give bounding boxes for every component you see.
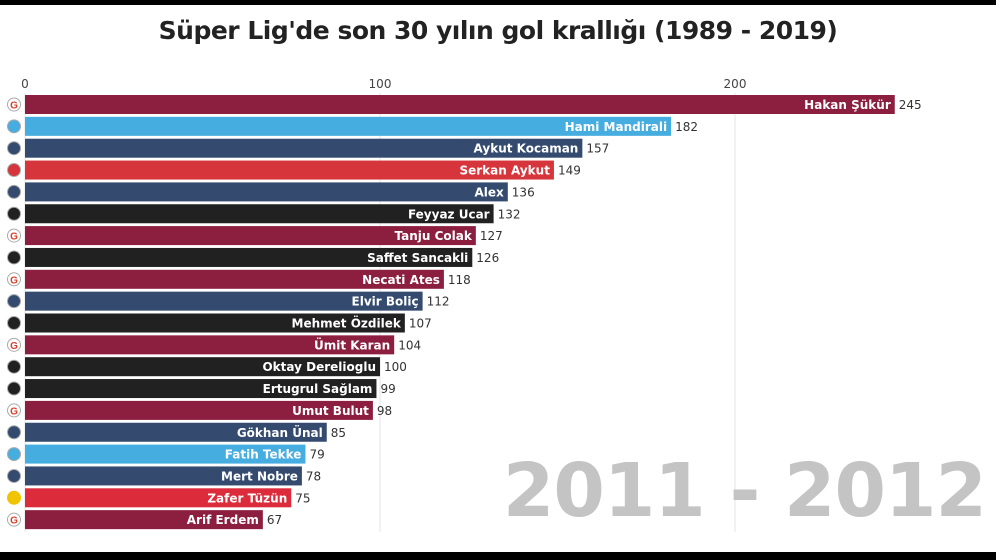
bar — [25, 138, 583, 158]
bar-value-label: 126 — [476, 251, 499, 265]
galatasaray-logo-glyph: G — [10, 516, 18, 527]
bar — [25, 379, 377, 399]
bar-name-label: Arif Erdem — [187, 513, 259, 527]
team-galatasaray-icon — [7, 97, 21, 112]
team-besiktas-icon — [7, 206, 21, 221]
bar-name-label: Hami Mandirali — [565, 120, 667, 134]
team-fenerbahce-icon — [7, 425, 21, 440]
bar-value-label: 182 — [675, 120, 698, 134]
bar — [25, 357, 380, 377]
team-fenerbahce-icon — [7, 294, 21, 309]
bar-name-label: Alex — [475, 185, 505, 199]
team-fenerbahce-icon — [7, 141, 21, 156]
bar — [25, 291, 423, 311]
bar-name-label: Zafer Tüzün — [207, 491, 287, 505]
bar-name-label: Mert Nobre — [221, 469, 298, 483]
galatasaray-logo-glyph: G — [10, 341, 18, 352]
team-eskisehirspor-icon — [7, 490, 21, 505]
team-samsunspor-icon — [7, 163, 21, 178]
bar-value-label: 78 — [306, 469, 321, 483]
bar — [25, 313, 405, 333]
bar-name-label: Hakan Şükür — [804, 98, 891, 112]
bar-value-label: 98 — [377, 404, 392, 418]
bar-name-label: Umut Bulut — [292, 404, 369, 418]
x-tick-label: 100 — [369, 77, 392, 91]
bar — [25, 466, 302, 486]
galatasaray-logo-glyph: G — [10, 101, 18, 112]
bar-name-label: Ertugrul Sağlam — [263, 382, 373, 396]
bar-value-label: 107 — [409, 317, 432, 331]
galatasaray-logo-glyph: G — [10, 275, 18, 286]
bar-name-label: Necati Ates — [362, 273, 440, 287]
team-besiktas-icon — [7, 359, 21, 374]
bar-name-label: Aykut Kocaman — [474, 142, 579, 156]
team-besiktas-icon — [7, 316, 21, 330]
galatasaray-logo-glyph: G — [10, 232, 18, 243]
bar-name-label: Fatih Tekke — [225, 448, 302, 462]
x-tick-label: 200 — [724, 77, 747, 91]
bar — [25, 116, 672, 136]
bar-value-label: 127 — [480, 229, 503, 243]
bar — [25, 335, 395, 355]
team-galatasaray-icon — [7, 512, 21, 527]
team-galatasaray-icon — [7, 228, 21, 243]
bar — [25, 182, 508, 202]
bar-value-label: 100 — [384, 360, 407, 374]
bar-name-label: Mehmet Özdilek — [292, 316, 402, 331]
bar-name-label: Serkan Aykut — [459, 164, 550, 178]
period-label: 2011 - 2012 — [502, 448, 987, 534]
team-galatasaray-icon — [7, 337, 21, 352]
bar-name-label: Saffet Sancakli — [367, 251, 468, 265]
bar-name-label: Elvir Boliç — [352, 295, 419, 309]
bar-value-label: 99 — [380, 382, 395, 396]
bar — [25, 400, 373, 420]
bar-value-label: 157 — [586, 142, 609, 156]
bar — [25, 488, 292, 508]
bar-value-label: 75 — [295, 491, 310, 505]
bar-value-label: 245 — [899, 98, 922, 112]
x-tick-label: 0 — [21, 77, 29, 91]
team-trabzonspor-icon — [7, 119, 21, 134]
bar-value-label: 104 — [398, 338, 421, 352]
bar — [25, 204, 494, 224]
bar-value-label: 67 — [267, 513, 282, 527]
team-trabzonspor-icon — [7, 447, 21, 462]
galatasaray-logo-glyph: G — [10, 406, 18, 417]
bar-value-label: 118 — [448, 273, 471, 287]
bar-name-label: Ümit Karan — [314, 337, 390, 352]
bar-name-label: Feyyaz Ucar — [408, 207, 490, 221]
team-galatasaray-icon — [7, 403, 21, 418]
team-galatasaray-icon — [7, 272, 21, 287]
bar-name-label: Tanju Colak — [394, 229, 472, 243]
bar-name-label: Oktay Derelioglu — [262, 360, 376, 374]
bar-value-label: 79 — [309, 448, 324, 462]
bar — [25, 422, 327, 442]
team-besiktas-icon — [7, 250, 21, 265]
bar — [25, 444, 306, 464]
bar-value-label: 132 — [498, 207, 521, 221]
bar — [25, 269, 444, 289]
bar — [25, 95, 895, 114]
bar — [25, 247, 473, 267]
bar — [25, 510, 263, 530]
team-fenerbahce-icon — [7, 468, 21, 483]
bar — [25, 160, 554, 180]
chart-title: Süper Lig'de son 30 yılın gol krallığı (… — [158, 16, 838, 45]
bar-name-label: Gökhan Ünal — [237, 425, 323, 440]
bar-value-label: 136 — [512, 185, 535, 199]
bar-value-label: 112 — [427, 295, 450, 309]
team-besiktas-icon — [7, 381, 21, 396]
team-fenerbahce-icon — [7, 184, 21, 199]
bar — [25, 226, 476, 246]
bar-value-label: 149 — [558, 164, 581, 178]
bar-value-label: 85 — [331, 426, 346, 440]
